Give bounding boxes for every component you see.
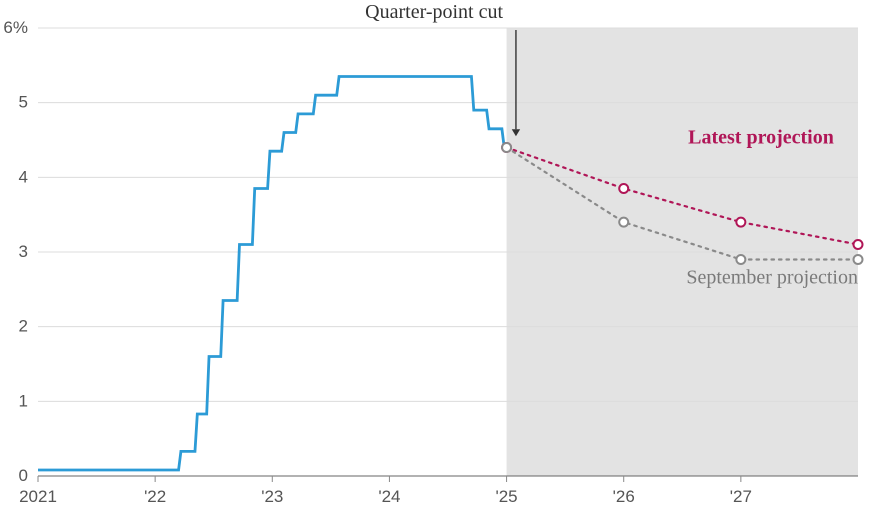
- y-tick-label: 3: [19, 242, 28, 261]
- y-tick-label: 4: [19, 167, 28, 186]
- projection-marker-september: [619, 218, 628, 227]
- x-tick-label: '25: [495, 487, 517, 506]
- x-tick-label: '22: [144, 487, 166, 506]
- y-tick-label: 5: [19, 93, 28, 112]
- annotation-label: Quarter-point cut: [365, 1, 503, 23]
- historical-rate-line: [38, 77, 504, 470]
- projection-marker-latest: [619, 184, 628, 193]
- projection-marker-september: [736, 255, 745, 264]
- x-tick-label: '26: [613, 487, 635, 506]
- x-tick-label: '27: [730, 487, 752, 506]
- y-tick-label: 2: [19, 317, 28, 336]
- chart-svg: 0 1 2 3 4 5 6% 2021 '22 '23 '24 '25 '26 '27 Latest pro…: [0, 0, 875, 516]
- projection-label-latest: Latest projection: [688, 127, 834, 149]
- projection-marker-latest: [736, 218, 745, 227]
- x-tick-label: 2021: [19, 487, 57, 506]
- y-tick-label: 0: [19, 466, 28, 485]
- projection-marker-september: [502, 143, 511, 152]
- y-tick-label: 6%: [3, 18, 28, 37]
- projection-marker-september: [854, 255, 863, 264]
- projection-marker-latest: [854, 240, 863, 249]
- x-tick-label: '24: [378, 487, 400, 506]
- rate-chart: 0 1 2 3 4 5 6% 2021 '22 '23 '24 '25 '26 '27 Latest pro…: [0, 0, 875, 516]
- projection-label-september: September projection: [686, 266, 858, 288]
- x-tick-label: '23: [261, 487, 283, 506]
- y-tick-label: 1: [19, 391, 28, 410]
